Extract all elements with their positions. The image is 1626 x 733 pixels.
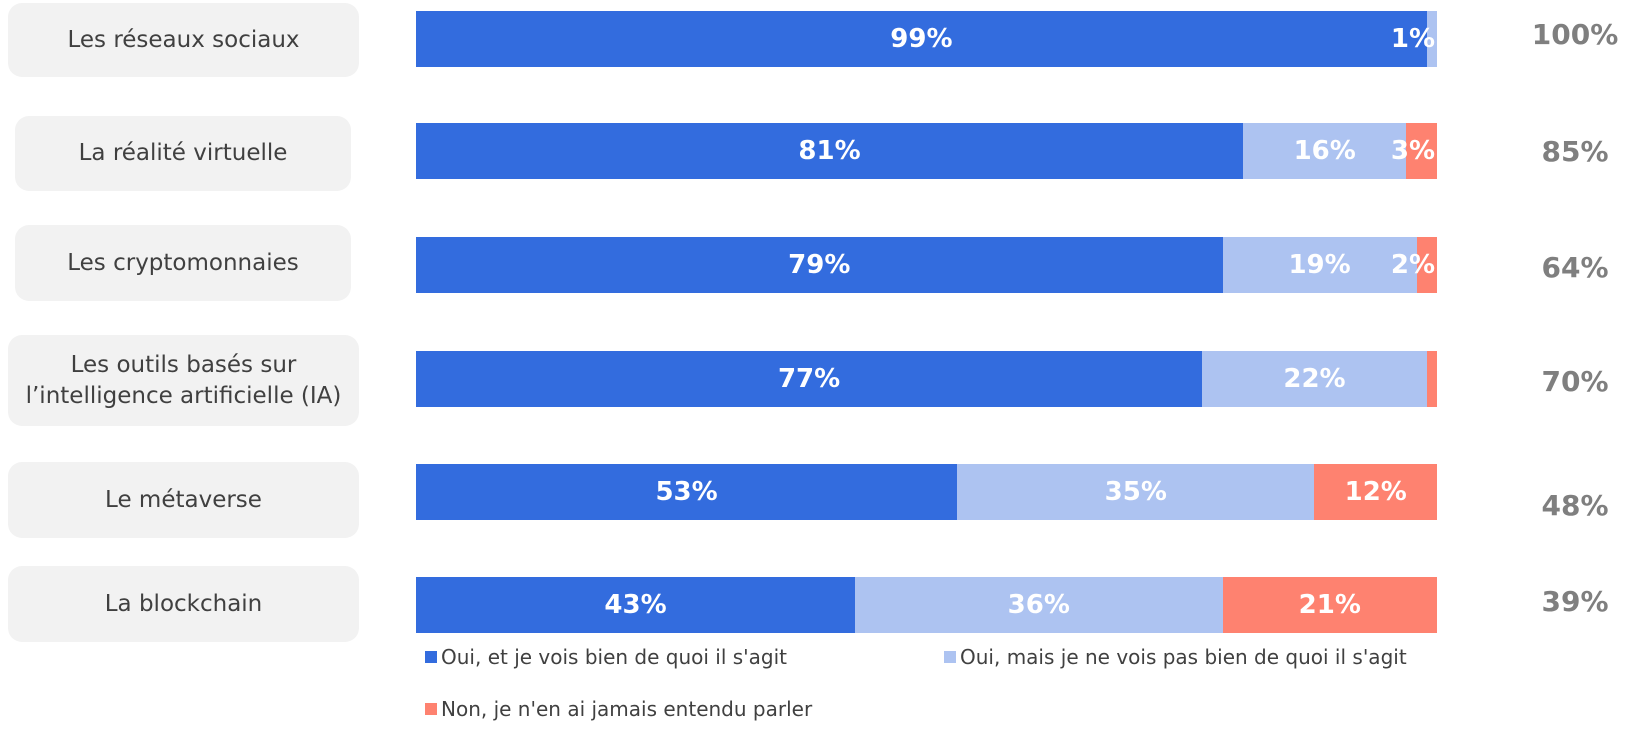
legend-label: Oui, et je vois bien de quoi il s'agit <box>441 645 788 669</box>
category-label: La réalité virtuelle <box>15 116 351 191</box>
category-label: La blockchain <box>8 566 359 642</box>
category-label: Les réseaux sociaux <box>8 3 359 77</box>
bar-segment <box>1426 351 1437 407</box>
bar-segment <box>1406 123 1437 179</box>
legend-swatch <box>425 651 437 663</box>
legend-item: Oui, et je vois bien de quoi il s'agit <box>425 645 787 669</box>
category-label: Les outils basés sur l’intelligence arti… <box>8 335 359 426</box>
data-label: 1% <box>1390 24 1436 54</box>
side-value-label: 48% <box>1541 489 1609 522</box>
data-label: 22% <box>1283 364 1346 394</box>
bar-row: 43% 36% 21% <box>416 577 1437 633</box>
data-label: 35% <box>1104 477 1167 507</box>
bar-segment <box>1202 351 1427 407</box>
bar-segment <box>1222 577 1437 633</box>
bar-row: 81% 16% 3% <box>416 123 1437 179</box>
bar-row: 99% 1% <box>416 11 1437 67</box>
category-label: Le métaverse <box>8 462 359 538</box>
side-value-label: 100% <box>1531 18 1619 51</box>
bar-segment <box>1416 237 1437 293</box>
bar-segment <box>416 577 856 633</box>
bar-segment <box>416 123 1243 179</box>
data-label: 99% <box>890 24 953 54</box>
data-label: 16% <box>1293 136 1356 166</box>
data-label: 36% <box>1007 590 1070 620</box>
legend-label: Oui, mais je ne vois pas bien de quoi il… <box>960 645 1407 669</box>
data-label: 53% <box>655 477 718 507</box>
bar-segment <box>416 11 1427 67</box>
legend-item: Oui, mais je ne vois pas bien de quoi il… <box>944 645 1407 669</box>
bar-segment <box>1314 464 1437 520</box>
bar-segment <box>855 577 1223 633</box>
side-value-label: 64% <box>1541 251 1609 284</box>
legend-item: Non, je n'en ai jamais entendu parler <box>425 697 812 721</box>
data-label: 81% <box>798 136 861 166</box>
side-value-label: 39% <box>1541 585 1609 618</box>
legend-swatch <box>425 703 437 715</box>
bar-segment <box>416 351 1203 407</box>
bar-segment <box>416 237 1223 293</box>
bar-segment <box>1222 237 1417 293</box>
data-label: 43% <box>604 590 667 620</box>
legend-label: Non, je n'en ai jamais entendu parler <box>441 697 813 721</box>
category-label: Les cryptomonnaies <box>15 225 351 301</box>
legend-swatch <box>944 651 956 663</box>
side-value-label: 70% <box>1541 365 1609 398</box>
data-label: 77% <box>777 364 841 394</box>
bar-row: 77% 22% <box>416 351 1437 407</box>
bar-segment <box>1243 123 1407 179</box>
bar-row: 79% 19% 2% <box>416 237 1437 293</box>
side-value-label: 85% <box>1541 135 1609 168</box>
data-label: 79% <box>788 250 851 280</box>
data-label: 21% <box>1298 590 1361 620</box>
bar-row: 53% 35% 12% <box>416 464 1437 520</box>
bar-segment <box>957 464 1315 520</box>
bar-segment <box>416 464 958 520</box>
data-label: 2% <box>1390 250 1436 280</box>
data-label: 3% <box>1390 136 1436 166</box>
data-label: 19% <box>1288 250 1351 280</box>
bar-segment <box>1426 11 1437 67</box>
data-label: 12% <box>1344 477 1407 507</box>
